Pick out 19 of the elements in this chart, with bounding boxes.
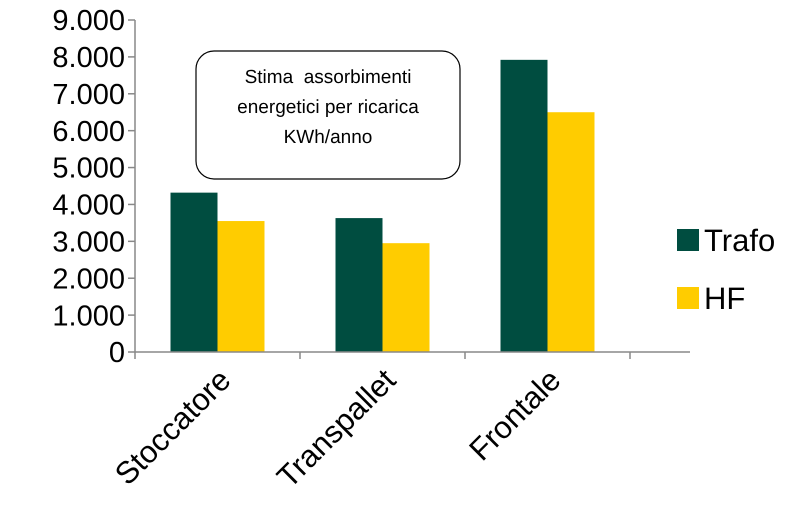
bar [500, 60, 548, 352]
bar [218, 221, 264, 352]
y-tick-label: 3.000 [52, 226, 125, 258]
y-tick-label: 6.000 [52, 116, 125, 148]
y-tick-label: 8.000 [52, 42, 125, 74]
y-tick-label: 0 [108, 337, 125, 370]
y-tick-label: 4.000 [52, 190, 125, 222]
y-tick-label: 2.000 [52, 263, 125, 296]
y-tick-label: 5.000 [52, 152, 125, 185]
bar [170, 192, 218, 352]
bar [382, 243, 430, 352]
y-tick-label: 9.000 [52, 5, 125, 38]
legend-label: Trafo [704, 222, 776, 258]
y-tick-label: 7.000 [52, 78, 125, 111]
legend-label: HF [704, 280, 746, 316]
bar [548, 112, 594, 352]
annotation: Stima assorbimenti energetici per ricarica KWh/anno [237, 67, 420, 148]
bar [336, 218, 382, 352]
y-tick-label: 1.000 [52, 300, 125, 332]
